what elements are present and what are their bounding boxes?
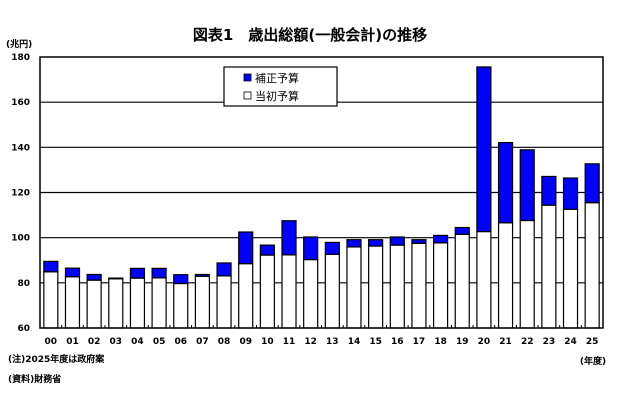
bar-initial-17 <box>411 242 427 329</box>
bar-initial-16 <box>389 244 405 329</box>
x-tick-label: 15 <box>369 337 382 347</box>
bar-supplementary-21 <box>497 141 514 224</box>
x-tick-label: 05 <box>153 337 166 347</box>
bar-supplementary-14 <box>346 239 362 248</box>
bar-initial-24 <box>562 208 579 329</box>
bar-initial-10 <box>259 254 275 329</box>
y-tick-label: 80 <box>17 279 30 289</box>
x-tick-label: 18 <box>434 337 447 347</box>
bar-initial-20 <box>476 230 492 329</box>
source-text: (資料)財務省 <box>8 373 61 385</box>
bar-supplementary-02 <box>86 273 102 281</box>
bar-initial-25 <box>584 202 600 329</box>
bar-initial-09 <box>238 263 254 329</box>
bar-initial-04 <box>129 277 146 329</box>
bar-supplementary-07 <box>194 273 211 277</box>
bar-initial-21 <box>497 222 514 329</box>
bar-supplementary-04 <box>129 267 146 279</box>
x-tick-label: 19 <box>456 337 469 347</box>
bar-supplementary-20 <box>476 66 492 233</box>
bar-supplementary-15 <box>368 239 384 247</box>
x-tick-label: 21 <box>499 337 512 347</box>
y-tick-label: 120 <box>11 189 30 199</box>
bar-supplementary-08 <box>216 262 232 277</box>
y-tick-label: 160 <box>11 98 30 108</box>
y-axis-label: (兆円) <box>6 38 32 50</box>
bar-initial-01 <box>64 276 81 329</box>
bar-supplementary-12 <box>303 236 319 261</box>
bar-supplementary-19 <box>454 226 470 235</box>
x-tick-label: 12 <box>304 337 317 347</box>
bar-supplementary-24 <box>562 177 579 210</box>
legend-swatch-initial <box>243 91 252 100</box>
bar-supplementary-00 <box>43 260 59 273</box>
chart-title: 図表1 歳出総額(一般会計)の推移 <box>193 26 427 44</box>
bar-initial-08 <box>216 275 232 329</box>
bar-initial-13 <box>324 253 340 329</box>
bar-initial-00 <box>43 271 59 329</box>
bar-supplementary-10 <box>259 244 275 256</box>
bar-initial-11 <box>281 254 297 329</box>
legend: 補正予算 当初予算 <box>223 66 338 107</box>
x-tick-label: 17 <box>413 337 426 347</box>
bar-initial-07 <box>194 275 211 329</box>
bar-supplementary-03 <box>108 277 124 280</box>
bar-supplementary-25 <box>584 163 600 204</box>
x-tick-label: 20 <box>478 337 491 347</box>
y-tick-label: 60 <box>17 324 30 334</box>
bar-supplementary-23 <box>541 175 557 206</box>
bar-initial-12 <box>303 258 319 329</box>
y-tick-label: 140 <box>11 143 30 153</box>
bar-initial-06 <box>173 282 189 329</box>
x-tick-label: 22 <box>521 337 534 347</box>
bar-initial-18 <box>432 242 449 329</box>
bar-initial-19 <box>454 233 470 329</box>
x-tick-label: 24 <box>564 337 577 347</box>
x-tick-label: 08 <box>218 337 231 347</box>
bar-supplementary-11 <box>281 220 297 256</box>
bar-supplementary-17 <box>411 239 427 244</box>
x-tick-label: 16 <box>391 337 404 347</box>
note-text: (注)2025年度は政府案 <box>8 353 105 365</box>
bar-supplementary-13 <box>324 241 340 255</box>
x-tick-label: 01 <box>66 337 79 347</box>
x-tick-label: 25 <box>586 337 599 347</box>
bar-initial-03 <box>108 278 124 329</box>
bar-supplementary-01 <box>64 267 81 278</box>
bar-supplementary-18 <box>432 234 449 244</box>
bar-supplementary-22 <box>519 149 535 222</box>
bar-initial-14 <box>346 246 362 329</box>
bar-initial-02 <box>86 279 102 329</box>
y-tick-label: 180 <box>11 53 30 63</box>
x-tick-label: 04 <box>131 337 144 347</box>
legend-label-supplementary: 補正予算 <box>255 71 299 85</box>
x-tick-label: 14 <box>348 337 361 347</box>
legend-label-initial: 当初予算 <box>255 89 299 103</box>
bar-initial-23 <box>541 204 557 329</box>
x-tick-label: 23 <box>543 337 556 347</box>
y-tick-label: 100 <box>11 234 30 244</box>
bar-initial-22 <box>519 219 535 329</box>
x-tick-label: 06 <box>174 337 187 347</box>
x-tick-label: 10 <box>261 337 274 347</box>
bar-supplementary-16 <box>389 236 405 246</box>
bar-supplementary-06 <box>173 274 189 285</box>
bar-supplementary-09 <box>238 231 254 265</box>
x-tick-label: 00 <box>45 337 58 347</box>
x-tick-label: 09 <box>239 337 252 347</box>
x-tick-label: 13 <box>326 337 339 347</box>
x-axis-label: (年度) <box>580 355 606 367</box>
bar-initial-05 <box>151 277 167 329</box>
x-tick-label: 03 <box>110 337 123 347</box>
bar-supplementary-05 <box>151 267 167 279</box>
bar-initial-15 <box>368 245 384 329</box>
x-tick-label: 07 <box>196 337 209 347</box>
legend-swatch-supplementary <box>243 73 252 82</box>
x-tick-label: 11 <box>283 337 296 347</box>
x-tick-label: 02 <box>88 337 101 347</box>
